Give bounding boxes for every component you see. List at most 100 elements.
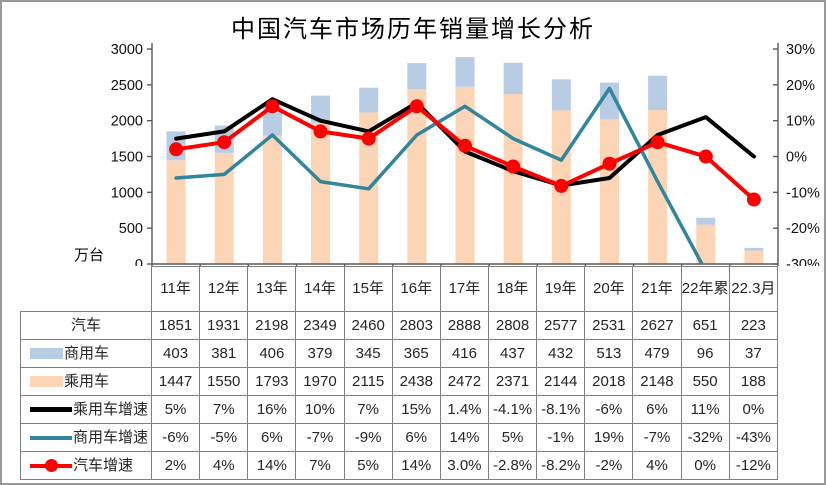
table-cell: -6% [150,423,201,452]
left-axis-tick-label: 2500 [111,78,143,94]
chart-title: 中国汽车市场历年销量增长分析 [231,15,595,43]
line-商用车增速 [174,86,704,264]
right-axis-tick-label: -20% [786,221,820,237]
table-cell: 2371 [487,367,538,396]
table-cell: 7% [199,395,249,424]
right-axis-tick-label: 10% [786,114,815,130]
table-cell: 2460 [343,311,393,340]
table-cell: 2% [150,451,201,480]
table-cell: 1447 [150,367,201,396]
table-cell: -1% [536,423,586,452]
row-label-text: 乘用车 [64,372,110,390]
year-header-cell: 20年 [584,266,634,312]
table-row-commercial: 商用车 403 381 406 379 345 365 416 437 432 513 479 96 37 [20,339,779,368]
year-header-cell: 15年 [343,266,393,312]
left-axis-unit-label: 万台 [74,247,105,264]
table-cell: 345 [343,339,393,368]
table-cell: 4% [632,451,682,480]
right-axis-tick-label: -30% [786,257,820,266]
row-label-text: 商用车增速 [73,428,149,446]
table-cell: 2627 [632,311,682,340]
bar-commercial [744,247,764,251]
year-header-cell: 22.3月 [728,266,779,312]
table-cell: 651 [680,311,730,340]
table-cell: 550 [680,367,730,396]
left-axis-tick-label: 2000 [111,114,143,130]
year-header-cell: 17年 [439,266,489,312]
table-cell: 1.4% [439,395,489,424]
table-row-passenger-growth: 乘用车增速 5% 7% 16% 10% 7% 15% 1.4% -4.1% -8.1% -6% 6% 1… [20,395,779,424]
table-cell: 1550 [199,367,249,396]
bar-commercial [407,63,427,90]
table-cell: 2577 [536,311,586,340]
table-cell: 19% [584,423,634,452]
table-cell: 365 [391,339,441,368]
year-header-cell: 22年累 [680,266,730,312]
row-label-commercial: 商用车 [20,339,152,368]
marker-汽车增速 [602,156,617,171]
year-header-cell: 16年 [391,266,441,312]
table-cell: 513 [584,339,634,368]
marker-汽车增速 [169,142,184,157]
red-marker-dot [44,459,58,473]
table-cell: 3.0% [439,451,489,480]
table-cell: -6% [584,395,634,424]
table-cell: 6% [632,395,682,424]
year-header-cell: 18年 [487,266,538,312]
row-label-auto-growth: 汽车增速 [20,451,152,480]
marker-汽车增速 [361,131,376,146]
table-cell: 2888 [439,311,489,340]
marker-汽车增速 [650,135,665,150]
line-teal-legend-swatch-icon [30,435,72,440]
row-label-text: 汽车增速 [73,456,134,474]
bar-passenger [311,122,331,264]
bar-commercial [311,95,331,123]
bar-passenger [503,94,523,264]
table-cell: 1851 [150,311,201,340]
right-axis-tick-label: 0% [786,150,807,166]
year-header-cell: 13年 [247,266,297,312]
table-cell: 2349 [295,311,345,340]
bar-blue-legend-swatch-icon [30,348,63,360]
table-cell: 2198 [247,311,297,340]
table-cell: 14% [247,451,297,480]
bar-commercial [262,106,282,136]
table-cell: 7% [343,395,393,424]
table-cell: 416 [439,339,489,368]
table-cell: 479 [632,339,682,368]
right-axis-tick-label: 20% [786,78,815,94]
table-cell: 1793 [247,367,297,396]
data-table: 11年 12年 13年 14年 15年 16年 17年 18年 19年 20年 21年 22年累 22.… [20,266,779,480]
table-cell: 2531 [584,311,634,340]
table-row-auto-total: 汽车 1851 1931 2198 2349 2460 2803 2888 2808 2577 25… [20,311,779,340]
table-cell: 14% [391,451,441,480]
year-header-cell: 19年 [536,266,586,312]
bar-peach-legend-swatch-icon [30,376,63,388]
row-label-text: 汽车 [70,316,101,334]
left-axis-tick-label: 1500 [111,150,143,166]
marker-汽车增速 [554,178,569,193]
table-cell: 6% [247,423,297,452]
table-cell: 16% [247,395,297,424]
bar-passenger [455,86,475,264]
right-axis-tick-label: 30% [786,42,815,58]
bar-passenger [407,89,427,264]
marker-汽车增速 [458,138,472,153]
table-cell: -8.2% [536,451,586,480]
table-cell: 1970 [295,367,345,396]
table-cell: -12% [728,451,779,480]
table-cell: -7% [632,423,682,452]
table-cell: 432 [536,339,586,368]
table-cell: 14% [439,423,489,452]
year-header-cell: 12年 [199,266,249,312]
bar-commercial [503,62,523,95]
table-cell: 379 [295,339,345,368]
table-cell: 7% [295,451,345,480]
right-axis-tick-label: -10% [786,185,820,201]
table-cell: -8.1% [536,395,586,424]
bar-passenger [166,160,186,264]
year-header-row: 11年 12年 13年 14年 15年 16年 17年 18年 19年 20年 21年 22年累 22.… [21,266,779,312]
table-cell: 2808 [487,311,538,340]
bar-passenger [214,152,234,264]
table-cell: 10% [295,395,345,424]
